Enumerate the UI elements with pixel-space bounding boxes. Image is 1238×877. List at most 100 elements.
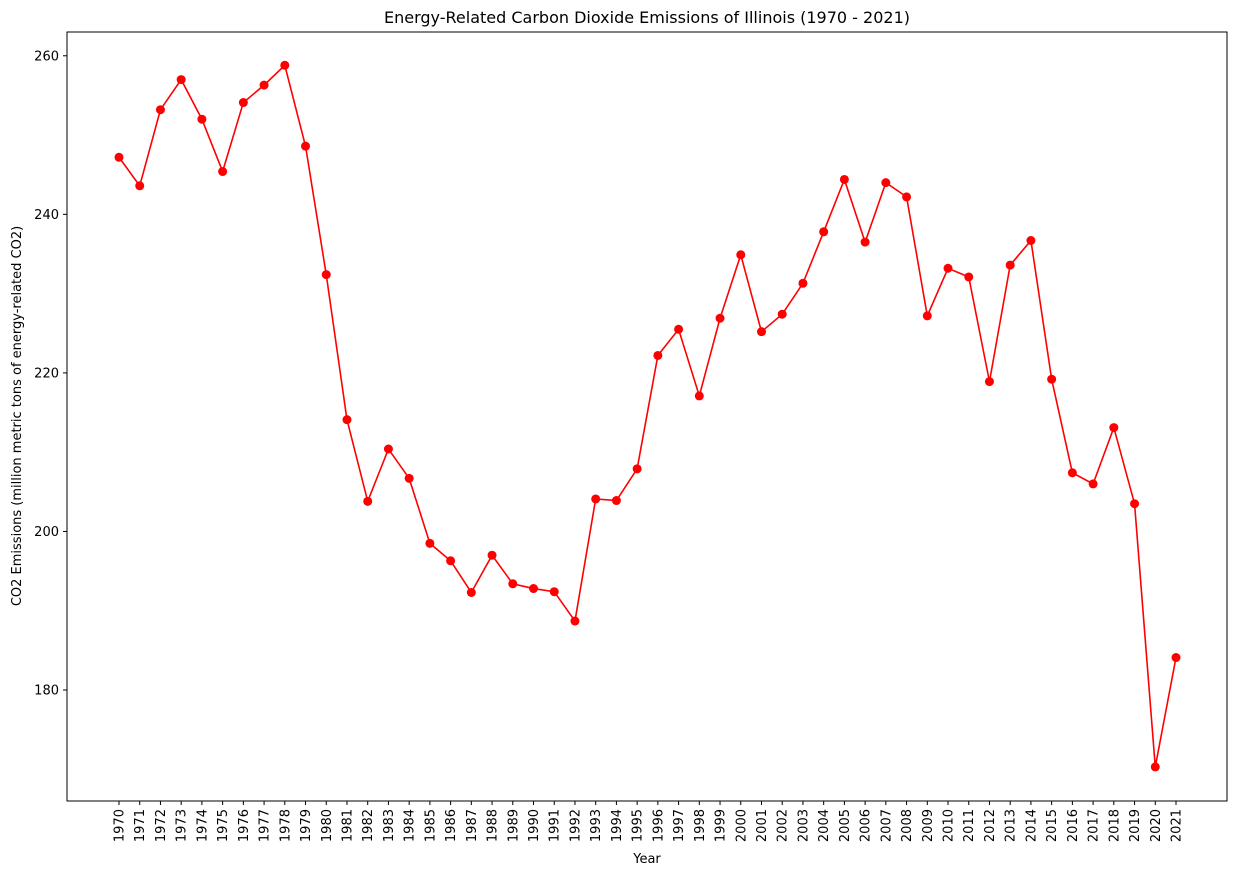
x-axis-label: Year (632, 852, 661, 867)
x-tick-label: 2003 (796, 809, 811, 842)
data-point-1998 (694, 391, 704, 401)
x-tick-label: 1994 (610, 809, 625, 842)
x-tick-label: 1979 (299, 809, 314, 842)
data-point-2008 (902, 192, 912, 202)
x-tick-label: 2012 (983, 809, 998, 842)
x-tick-label: 2007 (879, 809, 894, 842)
data-point-2017 (1088, 479, 1098, 489)
x-tick-label: 1998 (693, 809, 708, 842)
data-point-2014 (1026, 236, 1036, 246)
data-point-1985 (425, 538, 435, 548)
data-point-2007 (881, 178, 891, 188)
x-tick-label: 1988 (486, 809, 501, 842)
y-tick-label: 260 (34, 49, 59, 64)
data-point-1978 (280, 60, 290, 70)
x-tick-label: 1978 (278, 809, 293, 842)
data-point-1992 (570, 616, 580, 626)
data-point-2020 (1150, 762, 1160, 772)
data-point-1991 (549, 587, 559, 597)
x-tick-label: 1990 (527, 809, 542, 842)
x-tick-label: 2018 (1107, 809, 1122, 842)
data-point-1989 (508, 579, 518, 589)
x-tick-label: 2013 (1004, 809, 1019, 842)
data-point-1993 (591, 494, 601, 504)
data-point-1971 (135, 181, 145, 191)
y-axis-label: CO2 Emissions (million metric tons of en… (10, 226, 25, 606)
data-point-1970 (114, 152, 124, 162)
x-tick-label: 1971 (133, 809, 148, 842)
data-point-2012 (984, 377, 994, 387)
data-point-2013 (1005, 260, 1015, 270)
x-tick-label: 1989 (506, 809, 521, 842)
x-tick-label: 1973 (175, 809, 190, 842)
data-point-1972 (155, 105, 165, 115)
data-point-2015 (1047, 374, 1057, 384)
x-tick-label: 1975 (216, 809, 231, 842)
x-tick-label: 1984 (403, 809, 418, 842)
x-tick-label: 1981 (340, 809, 355, 842)
data-point-1977 (259, 80, 269, 90)
x-axis: 1970 1971 1972 1973 1974 1975 1976 1977 1978 1979… (113, 801, 1185, 842)
x-tick-label: 1992 (568, 809, 583, 842)
x-tick-label: 1997 (672, 809, 687, 842)
y-tick-label: 200 (34, 525, 59, 540)
x-tick-label: 1970 (113, 809, 128, 842)
x-tick-label: 2017 (1087, 809, 1102, 842)
x-tick-label: 2008 (900, 809, 915, 842)
plot-area-frame (66, 31, 1228, 802)
data-point-1979 (301, 141, 311, 151)
data-point-1994 (611, 496, 621, 506)
x-tick-label: 2014 (1024, 809, 1039, 842)
data-point-1980 (321, 270, 331, 280)
data-point-2001 (756, 327, 766, 337)
series-line (118, 63, 1177, 768)
x-tick-label: 2001 (755, 809, 770, 842)
y-tick-label: 220 (34, 366, 59, 381)
x-tick-label: 2021 (1170, 809, 1185, 842)
x-tick-label: 1991 (548, 809, 563, 842)
data-point-2003 (798, 278, 808, 288)
data-point-2011 (964, 272, 974, 282)
series-markers (114, 60, 1181, 772)
x-tick-label: 1972 (154, 809, 169, 842)
x-tick-label: 2005 (838, 809, 853, 842)
data-point-1999 (715, 313, 725, 323)
data-point-1976 (238, 98, 248, 108)
x-tick-label: 2009 (921, 809, 936, 842)
chart-title: Energy-Related Carbon Dioxide Emissions … (384, 8, 910, 27)
data-point-1984 (404, 473, 414, 483)
data-point-2004 (819, 227, 829, 237)
data-point-1973 (176, 75, 186, 85)
x-tick-label: 2015 (1045, 809, 1060, 842)
x-tick-label: 1982 (361, 809, 376, 842)
data-point-2010 (943, 263, 953, 273)
x-tick-label: 2011 (962, 809, 977, 842)
x-tick-label: 2004 (817, 809, 832, 842)
data-point-1982 (363, 496, 373, 506)
x-tick-label: 1980 (320, 809, 335, 842)
x-tick-label: 2016 (1066, 809, 1081, 842)
x-tick-label: 2010 (942, 809, 957, 842)
x-tick-label: 2002 (776, 809, 791, 842)
data-point-2006 (860, 237, 870, 247)
x-tick-label: 2019 (1128, 809, 1143, 842)
data-point-1987 (466, 587, 476, 597)
x-tick-label: 1974 (195, 809, 210, 842)
data-point-2019 (1130, 499, 1140, 509)
data-point-2021 (1171, 653, 1181, 663)
x-tick-label: 2006 (859, 809, 874, 842)
data-point-1981 (342, 415, 352, 425)
data-point-1997 (674, 324, 684, 334)
x-tick-label: 1987 (465, 809, 480, 842)
data-point-1988 (487, 550, 497, 560)
data-point-1974 (197, 114, 207, 124)
y-tick-label: 180 (34, 684, 59, 699)
data-point-2016 (1067, 468, 1077, 478)
x-tick-label: 1993 (589, 809, 604, 842)
x-tick-label: 1996 (651, 809, 666, 842)
data-point-1986 (446, 556, 456, 566)
x-tick-label: 1999 (714, 809, 729, 842)
x-tick-label: 1985 (423, 809, 438, 842)
data-point-2000 (736, 250, 746, 260)
